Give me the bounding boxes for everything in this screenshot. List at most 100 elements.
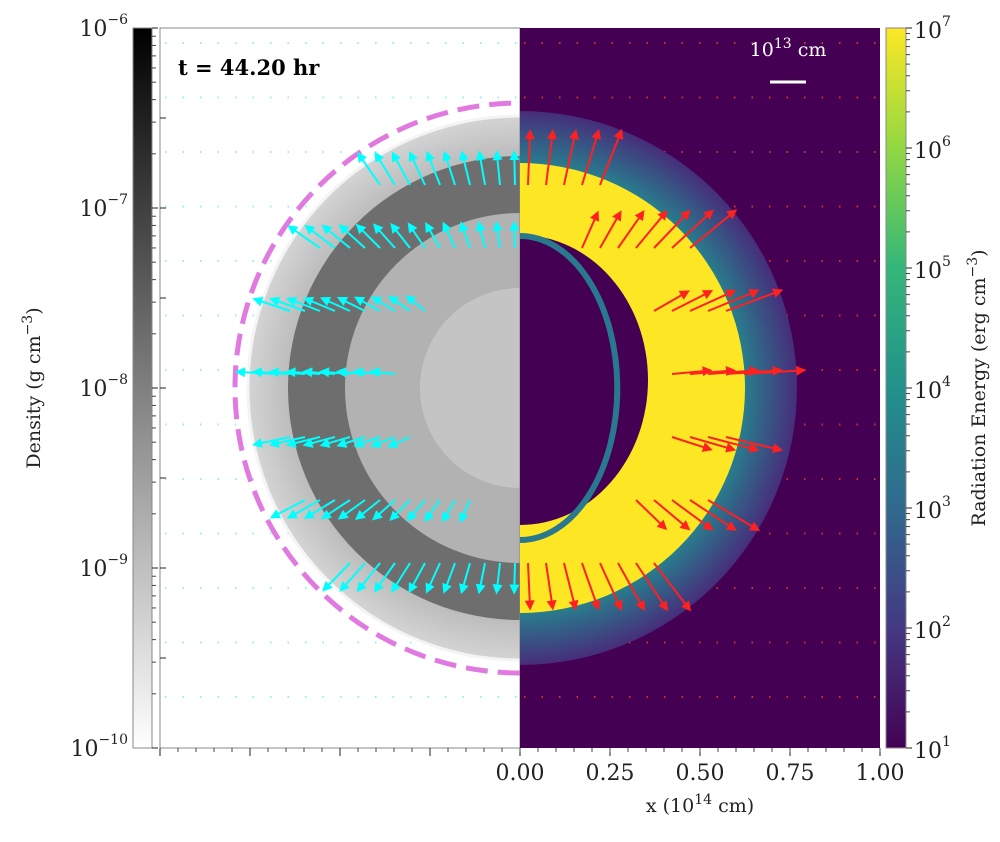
radiation-flux-arrow — [563, 134, 576, 186]
radiation-flux-arrow — [653, 562, 689, 608]
radiation-flux-arrow — [563, 562, 576, 606]
density-velocity-arrow-head — [269, 296, 281, 307]
density-velocity-arrow-head — [459, 150, 469, 162]
radiation-flux-arrow — [725, 436, 778, 451]
density-velocity-arrow — [496, 155, 501, 186]
density-velocity-arrow-head — [425, 582, 435, 594]
density-velocity-arrow-head — [424, 511, 435, 523]
density-velocity-arrow — [393, 156, 411, 186]
density-velocity-arrow-head — [391, 151, 401, 163]
radiation-flux-arrow-head — [656, 519, 668, 531]
density-velocity-arrow — [342, 499, 366, 517]
density-velocity-arrow-head — [475, 150, 486, 161]
density-velocity-arrow — [257, 299, 291, 312]
x-tick-label: 0.25 — [586, 761, 635, 786]
density-panel — [160, 28, 520, 748]
density-velocity-arrow — [325, 562, 351, 588]
density-velocity-arrow-head — [370, 438, 382, 448]
density-velocity-arrow-head — [459, 583, 469, 595]
radiation-colorbar — [885, 27, 907, 749]
radiation-flux-arrow — [653, 499, 687, 528]
density-velocity-arrow-head — [269, 509, 281, 519]
radiation-flux-arrow — [725, 369, 777, 375]
radiation-flux-arrow — [617, 562, 643, 607]
density-velocity-arrow-head — [475, 220, 486, 232]
density-velocity-arrow-head — [286, 296, 298, 307]
density-velocity-arrow-head — [388, 295, 400, 306]
density-velocity-arrow-head — [509, 584, 520, 595]
radiation-flux-arrow — [671, 436, 708, 450]
x-tick-label: 0.75 — [766, 761, 815, 786]
radiation-flux-arrow-head — [524, 600, 535, 611]
radiation-flux-arrow-head — [680, 209, 691, 221]
radiation-flux-arrow — [545, 134, 554, 186]
radiation-flux-arrow — [545, 562, 554, 605]
radiation-colorbar-tick-label: 103 — [914, 494, 951, 524]
density-velocity-arrow-head — [303, 296, 315, 307]
density-velocity-arrow-head — [319, 296, 332, 307]
radiation-flux-arrow — [617, 214, 642, 249]
density-velocity-arrow-head — [459, 221, 469, 233]
radiation-flux-arrow-head — [613, 128, 624, 140]
radiation-flux-arrow-head — [678, 290, 690, 300]
radiation-flux-arrow-head — [748, 443, 760, 453]
density-velocity-arrow-head — [339, 581, 350, 592]
density-velocity-arrow-head — [338, 224, 350, 235]
density-colorbar-tick-label: 10−6 — [79, 12, 128, 42]
radiation-flux-arrow — [635, 213, 665, 249]
density-velocity-arrow-head — [336, 297, 349, 306]
density-velocity-arrow — [325, 499, 351, 517]
density-colorbar-label: Density (g cm−3) — [20, 307, 45, 468]
radiation-colorbar-tick-label: 107 — [914, 14, 951, 44]
radiation-colorbar-tick-label: 104 — [914, 374, 951, 404]
density-velocity-arrow-head — [320, 509, 332, 520]
density-velocity-arrow-head — [425, 221, 435, 234]
density-velocity-arrow-head — [408, 151, 418, 163]
radiation-colorbar-tick-label: 102 — [914, 614, 951, 644]
density-velocity-arrow — [359, 227, 381, 249]
density-velocity-arrow — [291, 371, 321, 375]
radiation-flux-arrow-head — [748, 521, 761, 532]
density-velocity-arrow-head — [475, 583, 486, 595]
radiation-flux-arrow-head — [568, 599, 579, 611]
density-velocity-arrow — [291, 499, 321, 517]
density-velocity-arrow — [308, 227, 336, 249]
x-tick-label: 0.00 — [496, 761, 545, 786]
density-velocity-arrow — [376, 227, 396, 249]
density-velocity-arrow-head — [353, 296, 366, 306]
radiation-flux-arrow — [689, 499, 733, 529]
density-velocity-arrow — [342, 562, 366, 589]
radiation-flux-arrow-head — [569, 128, 579, 140]
density-velocity-arrow — [257, 436, 291, 445]
density-velocity-arrow-head — [509, 220, 520, 231]
density-velocity-arrow — [341, 436, 366, 446]
density-velocity-arrow-head — [235, 367, 246, 378]
density-velocity-arrow-head — [252, 296, 264, 307]
radiation-flux-arrow — [527, 135, 531, 186]
density-velocity-arrow — [358, 499, 381, 518]
density-velocity-arrow-head — [442, 221, 452, 233]
radiation-flux-arrow-head — [725, 289, 737, 299]
radiation-flux-arrow-head — [726, 209, 738, 220]
radiation-flux-arrow-head — [701, 442, 713, 452]
density-velocity-arrow — [324, 436, 351, 446]
density-velocity-arrow — [274, 436, 306, 445]
density-velocity-arrow — [291, 227, 321, 249]
density-velocity-arrow-head — [322, 580, 333, 592]
radiation-flux-arrow-head — [634, 210, 645, 222]
density-velocity-arrow — [444, 562, 456, 589]
density-velocity-arrow — [375, 499, 396, 518]
density-velocity-arrow — [274, 299, 306, 312]
radiation-flux-arrow-head — [702, 520, 714, 531]
radiation-flux-arrow — [581, 562, 598, 606]
density-velocity-arrow-head — [353, 438, 365, 448]
radiation-flux-arrow-head — [772, 365, 783, 376]
radiation-flux-arrow — [707, 436, 755, 450]
radiation-flux-arrow-head — [524, 129, 535, 140]
radiation-flux-arrow — [635, 562, 666, 607]
density-velocity-arrow — [240, 371, 276, 375]
time-annotation: t = 44.20 hr — [178, 55, 320, 80]
density-colorbar-tick-label: 10−9 — [79, 552, 128, 582]
density-velocity-arrow-head — [441, 511, 452, 523]
